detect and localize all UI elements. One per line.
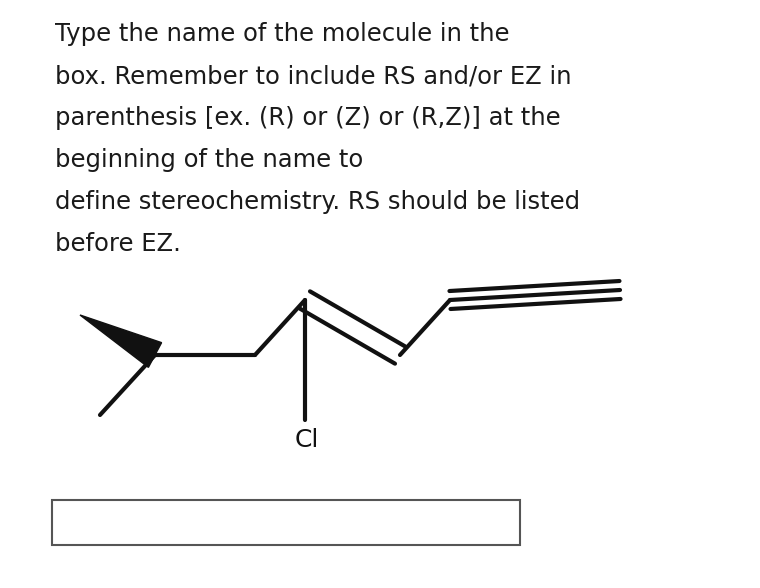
Text: Cl: Cl (295, 428, 319, 452)
FancyBboxPatch shape (52, 500, 520, 545)
Text: box. Remember to include RS and/or EZ in: box. Remember to include RS and/or EZ in (55, 64, 572, 88)
Polygon shape (80, 315, 162, 368)
Text: before EZ.: before EZ. (55, 232, 181, 256)
Text: define stereochemistry. RS should be listed: define stereochemistry. RS should be lis… (55, 190, 580, 214)
Text: parenthesis [ex. (R) or (Z) or (R,Z)] at the: parenthesis [ex. (R) or (Z) or (R,Z)] at… (55, 106, 561, 130)
Text: beginning of the name to: beginning of the name to (55, 148, 363, 172)
Text: Type the name of the molecule in the: Type the name of the molecule in the (55, 22, 509, 46)
